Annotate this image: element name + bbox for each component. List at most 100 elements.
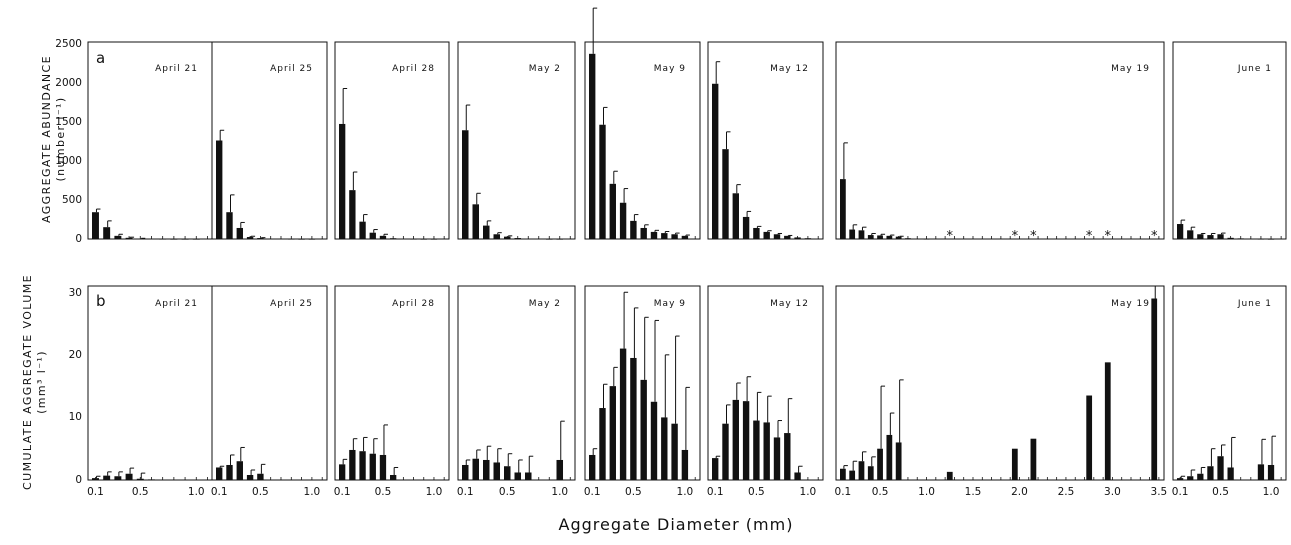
bar: [1217, 456, 1224, 480]
bar: [125, 237, 133, 239]
x-tick-label: 0.1: [584, 486, 601, 498]
bar: [905, 238, 911, 240]
x-tick-label: 1.5: [965, 486, 982, 498]
bar: [1267, 464, 1275, 480]
bar: [379, 235, 387, 239]
bar: [753, 420, 760, 480]
bar: [609, 183, 616, 239]
bar: [858, 230, 865, 239]
row-a-y-title-line1: AGGREGATE ABUNDANCE: [40, 55, 53, 223]
bar: [103, 227, 111, 239]
bar: [369, 232, 376, 239]
panel-date-label: April 28: [392, 299, 435, 309]
bar: [640, 227, 647, 239]
bar: [589, 454, 596, 480]
bar: [472, 204, 480, 239]
x-tick-label: 1.0: [188, 486, 205, 498]
bar: [308, 238, 316, 240]
row-a-y-title-line2: (number l⁻¹): [54, 96, 67, 181]
panel-date-label: May 2: [529, 64, 561, 74]
x-tick-label: 0.5: [748, 486, 765, 498]
bar: [877, 448, 883, 480]
bar: [136, 478, 144, 480]
bar: [763, 231, 770, 239]
x-tick-label: 3.5: [1151, 486, 1168, 498]
bar: [1207, 466, 1214, 480]
bar: [535, 238, 543, 240]
panel-date-label: April 21: [155, 64, 198, 74]
bar: [1227, 237, 1234, 239]
bar: [1011, 448, 1018, 480]
bar: [159, 238, 167, 240]
bar: [216, 467, 223, 480]
panel-date-label: April 21: [155, 299, 198, 309]
row-b-y-title: CUMULATE AGGREGATE VOLUME (mm³ l⁻¹): [21, 274, 48, 490]
bar: [640, 379, 647, 480]
bar: [277, 238, 285, 240]
bar: [148, 479, 155, 481]
x-tick-label: 0.1: [211, 486, 228, 498]
row-a-y-tick: 500: [62, 194, 82, 206]
bar: [732, 193, 739, 239]
bar: [216, 140, 223, 239]
bar: [1151, 298, 1158, 480]
bar: [599, 124, 606, 239]
bar: [784, 433, 791, 480]
row-a-y-tick: 1500: [55, 116, 82, 128]
bar: [1207, 235, 1214, 239]
x-tick-label: 1.0: [551, 486, 568, 498]
bar: [840, 179, 846, 239]
bar: [246, 237, 254, 239]
panel-a-0: April 21: [87, 41, 213, 240]
bar: [493, 234, 501, 239]
bar: [1177, 478, 1184, 480]
bar: [525, 472, 532, 480]
bar: [619, 202, 627, 239]
panel-a-7: June 1: [1172, 41, 1287, 240]
bar: [257, 238, 264, 239]
panel-frame: [835, 41, 1165, 240]
bar: [400, 238, 407, 240]
bar: [609, 386, 616, 480]
panel-date-label: April 28: [392, 64, 435, 74]
x-tick-label: 1.0: [918, 486, 935, 498]
bar: [226, 212, 233, 239]
panel-a-5: May 12: [707, 41, 824, 240]
x-tick-label: 1.0: [677, 486, 694, 498]
bar: [236, 461, 243, 480]
bar: [420, 238, 427, 240]
bar: [858, 461, 865, 480]
panel-b-2: April 28 0.1 0.5 1.0: [334, 285, 450, 498]
bar: [1197, 473, 1204, 480]
panel-date-label: April 25: [270, 64, 313, 74]
bar: [886, 235, 893, 239]
bar: [92, 212, 99, 239]
bar: [804, 238, 812, 240]
bar: [1177, 224, 1184, 239]
bar: [630, 220, 637, 239]
bar: [589, 53, 596, 239]
bar: [556, 238, 564, 240]
panel-b-6: May 19 0.1 0.5 1.0 1.5 2.0 2.5 3.0 3.5: [835, 285, 1168, 498]
panel-a-4: May 9: [584, 7, 701, 240]
row-a-letter: a: [96, 49, 105, 67]
bar: [170, 238, 178, 240]
bar: [895, 442, 902, 480]
bar: [288, 238, 295, 240]
x-tick-label: 1.0: [1263, 486, 1280, 498]
bar: [369, 453, 376, 480]
bar: [114, 476, 122, 480]
x-tick-label: 0.5: [375, 486, 392, 498]
panel-b-4: May 9 0.1 0.5 1.0: [584, 285, 701, 498]
bar: [483, 459, 490, 480]
bar: [1257, 464, 1265, 480]
bar: [840, 468, 846, 480]
bar: [514, 238, 522, 239]
bar: [192, 238, 200, 240]
row-b-y-title-line2: (mm³ l⁻¹): [35, 350, 48, 414]
x-tick-label: 0.1: [1172, 486, 1189, 498]
panel-a-1: April 25: [211, 41, 328, 240]
bar: [722, 423, 729, 480]
bar: [895, 236, 902, 239]
bar: [784, 235, 791, 239]
